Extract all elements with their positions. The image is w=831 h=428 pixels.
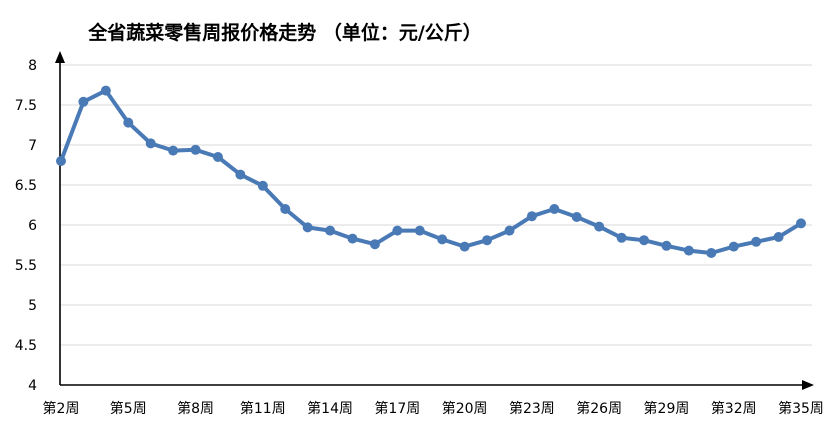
y-tick-label: 4: [28, 378, 37, 394]
data-point: [728, 241, 739, 252]
x-tick-label: 第26周: [576, 400, 622, 417]
x-tick-label: 第20周: [442, 400, 488, 417]
data-point: [459, 241, 470, 252]
data-point: [706, 248, 717, 258]
y-tick-label: 5.5: [15, 258, 37, 274]
x-tick-label: 第29周: [644, 400, 690, 417]
series-line: [59, 88, 803, 255]
data-point: [639, 235, 650, 246]
data-point: [482, 235, 493, 246]
data-point: [683, 245, 694, 256]
data-point: [123, 117, 134, 128]
data-point: [571, 212, 582, 222]
data-point: [280, 204, 291, 214]
data-point: [100, 85, 111, 96]
data-point: [392, 225, 403, 236]
data-point: [325, 225, 336, 236]
x-tick-label: 第8周: [177, 400, 214, 417]
data-point: [751, 236, 762, 247]
data-point: [661, 240, 672, 251]
series-layer: [56, 85, 806, 258]
y-tick-label: 7.5: [15, 98, 37, 114]
data-point: [594, 221, 605, 232]
x-tick-label: 第11周: [240, 400, 286, 417]
data-point: [235, 169, 246, 180]
x-tick-label: 第32周: [711, 400, 757, 417]
data-point: [414, 225, 425, 236]
data-point: [796, 218, 806, 229]
data-point: [437, 234, 448, 245]
y-axis-ticks: 4 4.5 5 5.5 6 6.5 7 7.5 8: [15, 58, 37, 394]
data-point: [190, 144, 201, 155]
y-tick-label: 4.5: [15, 338, 37, 354]
data-point: [773, 232, 784, 242]
data-point: [549, 204, 560, 214]
x-tick-label: 第2周: [43, 400, 80, 417]
data-point: [302, 222, 313, 233]
y-tick-label: 8: [28, 58, 37, 74]
data-point: [347, 233, 358, 244]
y-axis-arrow: [55, 51, 65, 63]
x-tick-label: 第23周: [509, 400, 555, 417]
data-point: [168, 145, 179, 156]
y-tick-label: 7: [28, 138, 37, 154]
y-tick-label: 5: [28, 298, 37, 314]
data-point: [257, 180, 268, 191]
grid-layer: [60, 64, 812, 346]
data-point: [616, 232, 627, 243]
data-point: [78, 96, 89, 107]
y-tick-label: 6.5: [15, 178, 37, 194]
x-tick-label: 第17周: [374, 400, 420, 417]
data-point: [56, 156, 66, 166]
axes: [55, 51, 814, 390]
y-tick-label: 6: [28, 218, 37, 234]
data-point: [526, 211, 537, 222]
x-axis-ticks: 第2周 第5周 第8周 第11周 第14周 第17周 第20周 第23周 第26周 第29周 第32…: [43, 400, 824, 417]
data-point: [369, 239, 380, 250]
data-point: [504, 225, 515, 236]
x-tick-label: 第5周: [110, 400, 147, 417]
chart-title: 全省蔬菜零售周报价格走势 （单位：元/公斤）: [87, 21, 482, 44]
x-tick-label: 第14周: [307, 400, 353, 417]
x-axis-arrow: [802, 380, 814, 390]
data-point: [212, 152, 223, 162]
x-tick-label: 第35周: [778, 400, 824, 417]
data-point: [145, 138, 156, 149]
